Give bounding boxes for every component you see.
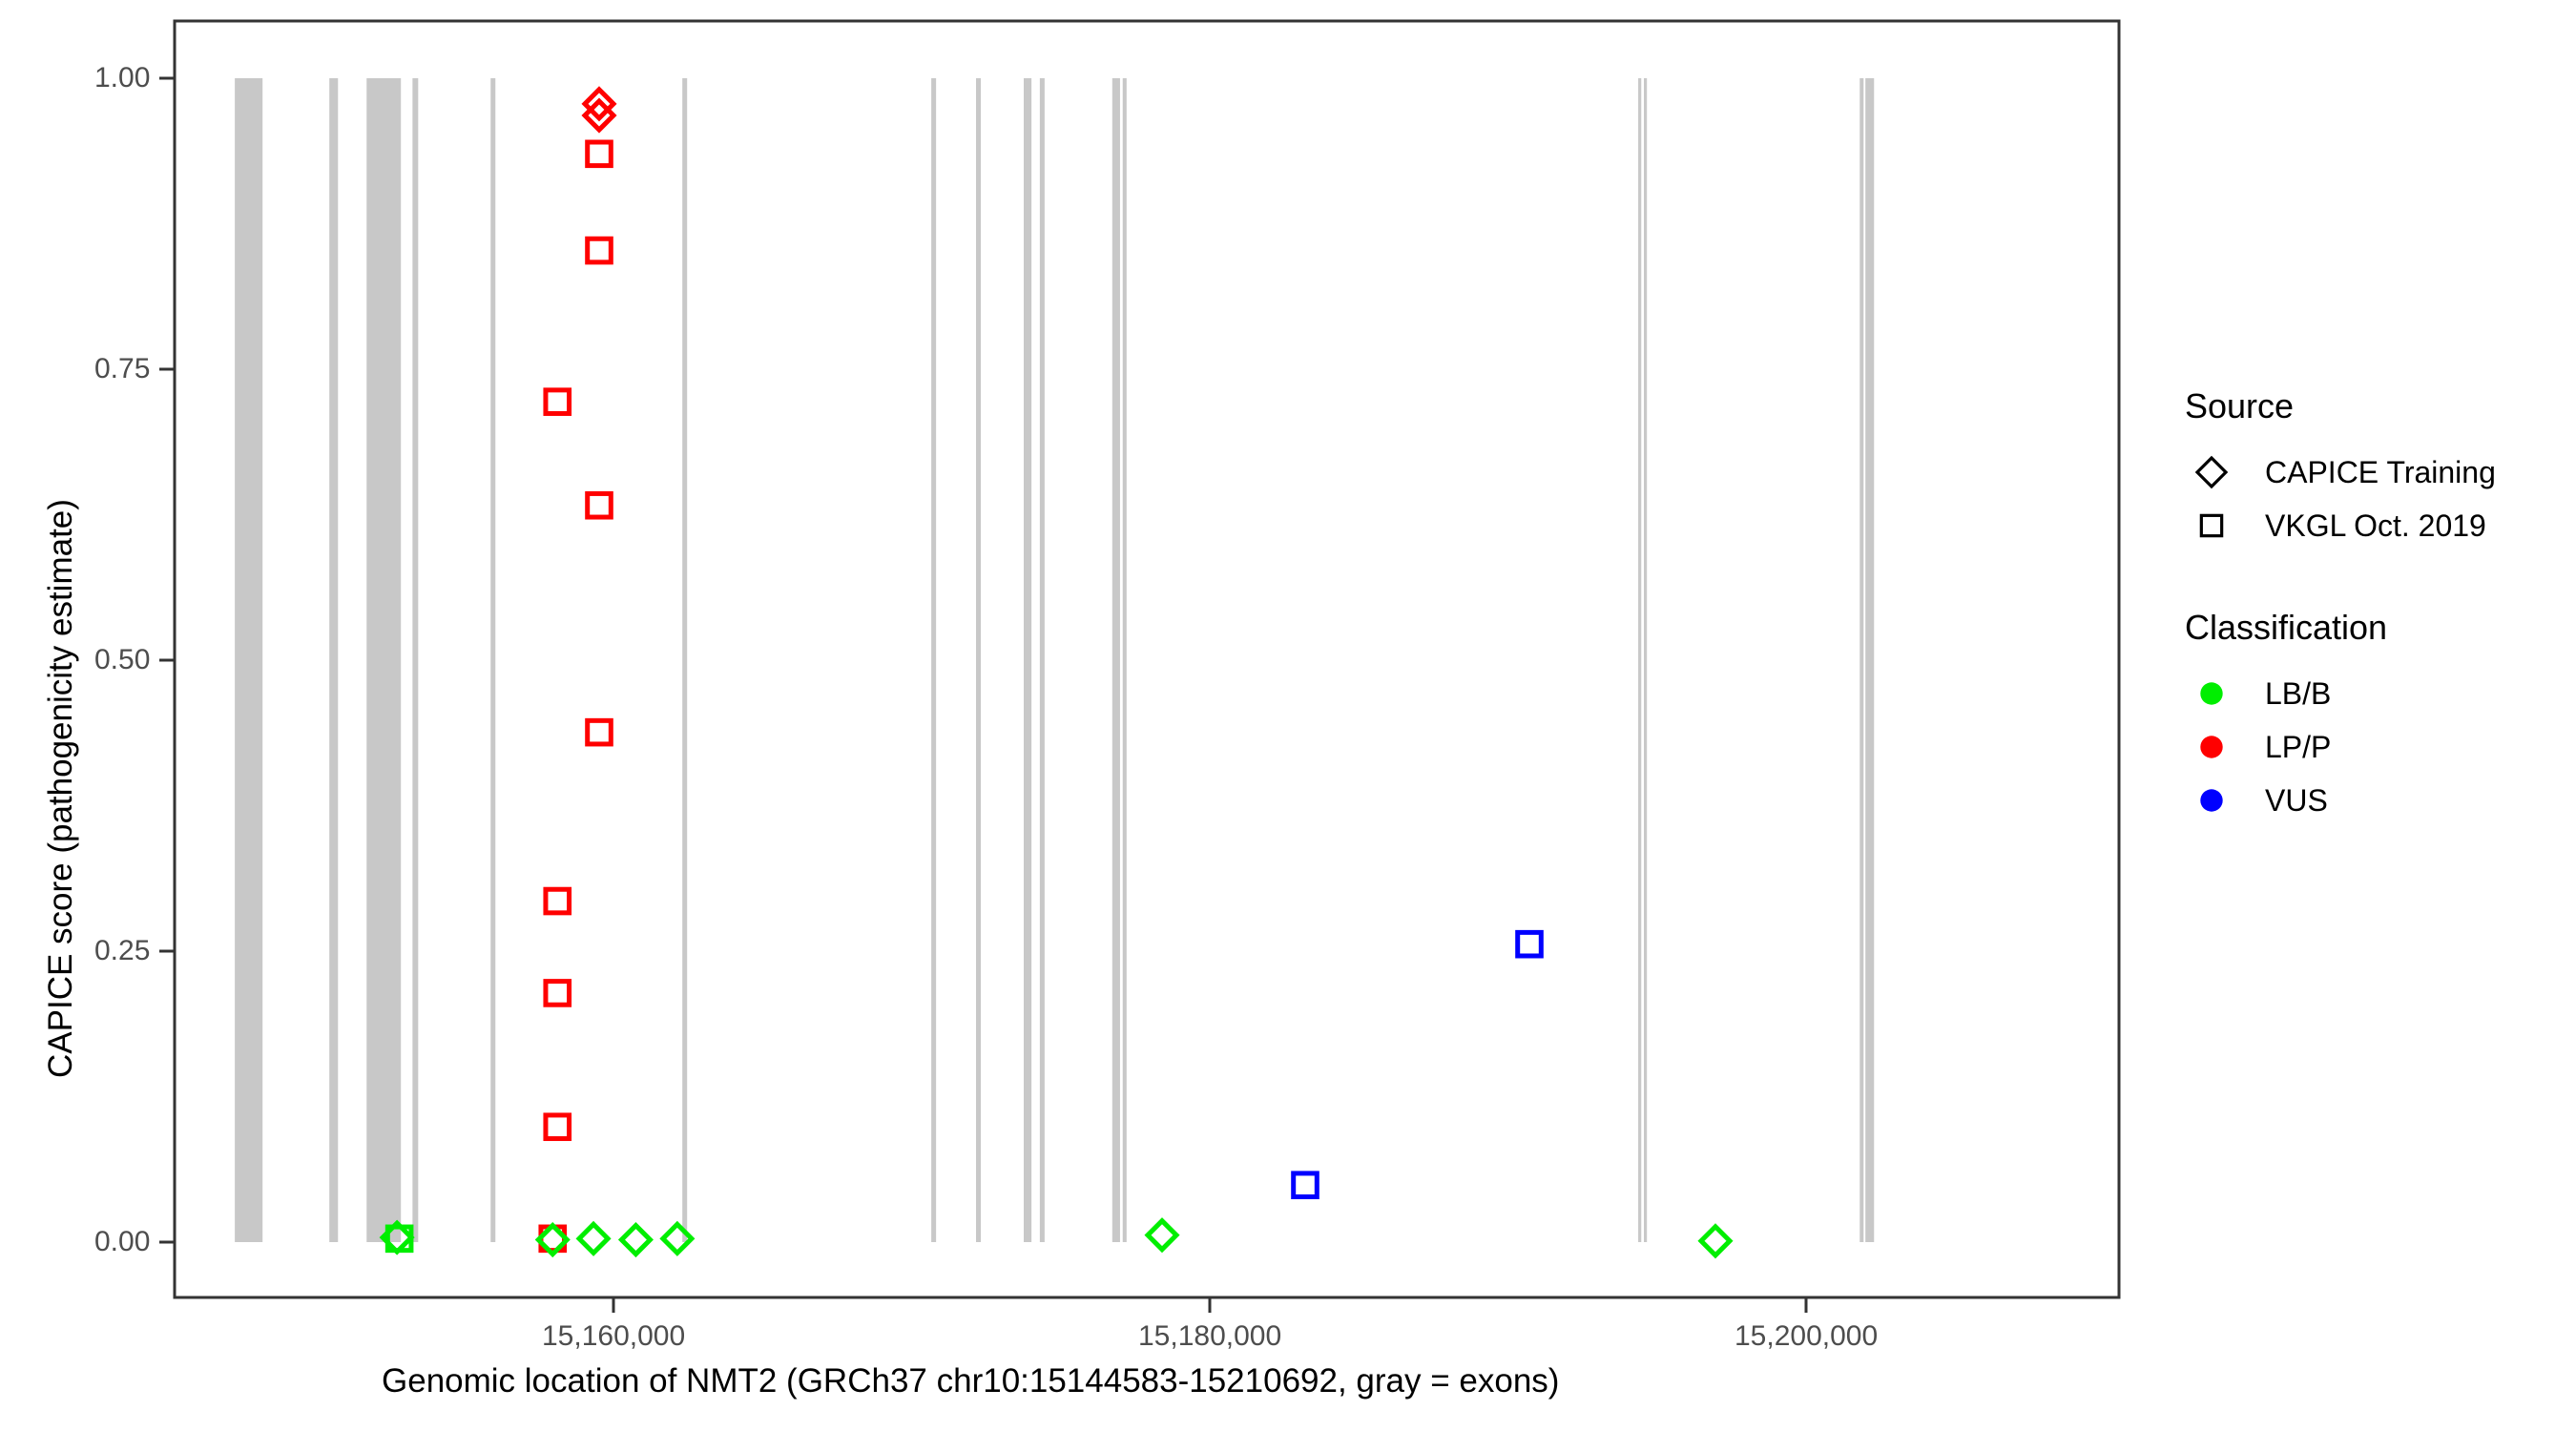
exon-band bbox=[490, 78, 496, 1242]
data-point-group bbox=[379, 86, 1734, 1259]
series-lb-b bbox=[384, 1224, 414, 1254]
exon-band bbox=[1638, 78, 1642, 1242]
x-axis-title: Genomic location of NMT2 (GRCh37 chr10:1… bbox=[382, 1362, 1560, 1400]
data-point-square bbox=[543, 886, 572, 916]
exon-band bbox=[366, 78, 402, 1242]
legend-label: VUS bbox=[2265, 783, 2328, 818]
data-point-square bbox=[585, 717, 613, 747]
exon-band bbox=[976, 78, 981, 1242]
series-lp-p bbox=[581, 86, 617, 134]
legend-key-circle-icon bbox=[2200, 789, 2223, 812]
x-tick-label: 15,200,000 bbox=[1735, 1320, 1879, 1352]
exon-band bbox=[1122, 78, 1127, 1242]
exon-band bbox=[1024, 78, 1032, 1242]
exon-band bbox=[682, 78, 688, 1242]
axis-tick-marks bbox=[159, 76, 1808, 1313]
y-tick-label: 1.00 bbox=[94, 62, 151, 93]
data-point-diamond bbox=[581, 86, 617, 122]
legend-key-circle-icon bbox=[2200, 682, 2223, 705]
data-point-diamond bbox=[575, 1220, 612, 1256]
legend-key-diamond-icon bbox=[2194, 455, 2229, 489]
data-point-square bbox=[543, 1112, 572, 1142]
x-tick-label: 15,160,000 bbox=[542, 1320, 686, 1352]
exon-band-group bbox=[235, 78, 1875, 1242]
series-lb-b bbox=[379, 1217, 1734, 1259]
exon-band bbox=[1859, 78, 1864, 1242]
exon-band bbox=[235, 78, 263, 1242]
legend-item-classification-0[interactable]: LB/B bbox=[2187, 667, 2492, 720]
y-tick-label: 0.50 bbox=[94, 644, 151, 675]
legend-key-circle-icon bbox=[2200, 736, 2223, 758]
data-point-square bbox=[585, 490, 613, 520]
data-point-diamond bbox=[617, 1222, 654, 1258]
legend-item-classification-2[interactable]: VUS bbox=[2187, 774, 2492, 827]
data-point-diamond bbox=[1144, 1217, 1180, 1254]
data-point-diamond bbox=[534, 1222, 571, 1258]
data-point-square bbox=[585, 139, 613, 169]
data-point-square bbox=[543, 387, 572, 416]
data-point-square bbox=[1515, 929, 1544, 959]
legend-title-classification: Classification bbox=[2185, 608, 2388, 647]
y-axis-title: CAPICE score (pathogenicity estimate) bbox=[42, 499, 79, 1078]
data-point-square bbox=[543, 979, 572, 1007]
panel-border bbox=[173, 19, 2121, 1299]
x-tick-label: 15,180,000 bbox=[1138, 1320, 1282, 1352]
legend-label: LB/B bbox=[2265, 676, 2332, 711]
series-lp-p bbox=[538, 139, 613, 1254]
legend-label: LP/P bbox=[2265, 730, 2332, 764]
series-vus bbox=[1291, 929, 1544, 1200]
data-point-square bbox=[585, 236, 613, 265]
exon-band bbox=[412, 78, 419, 1242]
exon-band bbox=[1865, 78, 1875, 1242]
legend-title-source: Source bbox=[2185, 386, 2295, 425]
exon-band bbox=[1111, 78, 1120, 1242]
data-point-diamond bbox=[1697, 1223, 1734, 1259]
legend-item-source-1[interactable]: VKGL Oct. 2019 bbox=[2187, 499, 2492, 552]
exon-band bbox=[329, 78, 339, 1242]
exon-band bbox=[1039, 78, 1045, 1242]
y-tick-label: 0.00 bbox=[94, 1226, 151, 1257]
exon-band bbox=[1644, 78, 1648, 1242]
y-tick-label: 0.75 bbox=[94, 353, 151, 384]
data-point-square bbox=[384, 1224, 414, 1254]
legend-label: CAPICE Training bbox=[2265, 455, 2496, 489]
exon-band bbox=[931, 78, 937, 1242]
legend-key-square-icon bbox=[2199, 513, 2224, 538]
data-point-square bbox=[1291, 1171, 1319, 1200]
legend-label: VKGL Oct. 2019 bbox=[2265, 508, 2486, 543]
data-point-diamond bbox=[581, 97, 617, 134]
data-point-diamond bbox=[659, 1220, 696, 1256]
legend-item-classification-1[interactable]: LP/P bbox=[2187, 720, 2492, 774]
y-tick-label: 0.25 bbox=[94, 935, 151, 966]
legend-item-source-0[interactable]: CAPICE Training bbox=[2187, 446, 2496, 499]
